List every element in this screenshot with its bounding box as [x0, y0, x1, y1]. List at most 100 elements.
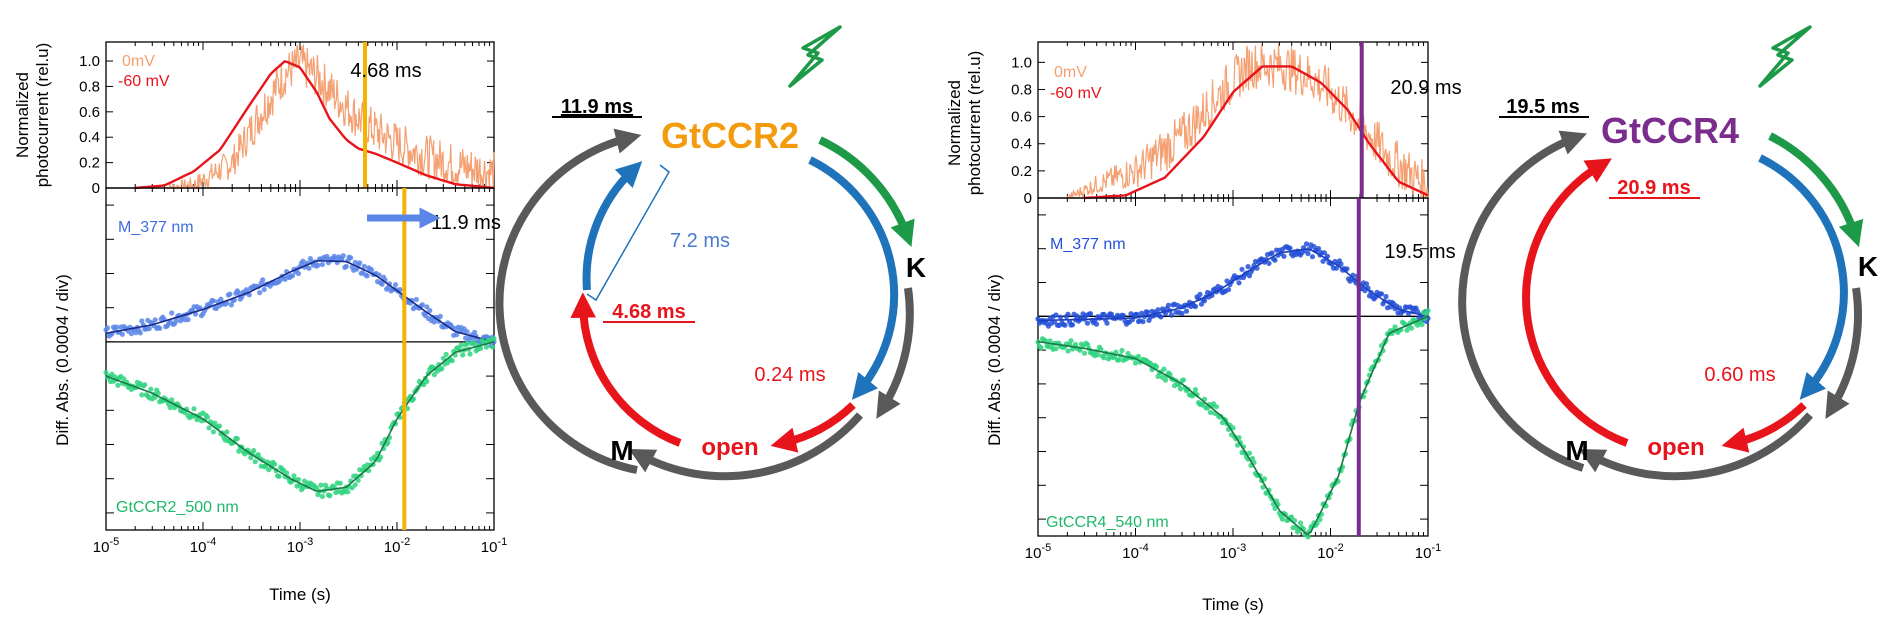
data-point: [449, 358, 455, 364]
data-point: [251, 448, 257, 454]
data-point: [167, 405, 173, 411]
state-m: M: [610, 435, 633, 466]
series-line: [135, 59, 495, 190]
green-arrow: [818, 136, 915, 248]
data-point: [1287, 245, 1293, 251]
data-point: [355, 477, 361, 483]
data-point: [206, 425, 212, 431]
legend-0mv: 0mV: [122, 53, 155, 70]
data-point: [1315, 245, 1322, 252]
panel-gtccr4-plots: 0 0.2 0.4 0.6 0.8 1.0 Normalized photocurrent…: [945, 41, 1462, 614]
x-tick-label: 10-2: [1317, 542, 1343, 562]
data-point: [155, 390, 161, 396]
x-tick-label: 10-5: [1025, 542, 1051, 562]
data-point: [1077, 347, 1083, 353]
data-point: [146, 325, 152, 332]
data-point: [1140, 319, 1146, 325]
data-point: [1272, 257, 1278, 263]
open-time-label-4: 0.60 ms: [1704, 364, 1775, 386]
data-point: [1183, 308, 1190, 314]
data-point: [276, 473, 282, 479]
data-point: [369, 267, 375, 273]
data-point: [419, 302, 425, 308]
y-axis-label-line1: Normalized: [13, 72, 32, 158]
data-point: [340, 253, 346, 259]
data-point: [1192, 303, 1199, 310]
data-point: [472, 341, 478, 347]
x-tick-label: 10-3: [287, 536, 313, 556]
data-point: [228, 302, 234, 308]
y-tick-label: 0.8: [79, 78, 100, 95]
data-point: [1101, 311, 1107, 317]
data-point: [464, 340, 470, 346]
data-point: [454, 332, 460, 338]
data-point: [1281, 253, 1287, 259]
data-point: [1153, 364, 1160, 370]
data-point: [1297, 520, 1304, 526]
data-point: [152, 317, 158, 323]
data-point: [478, 345, 484, 351]
data-point: [137, 330, 143, 336]
data-point: [224, 429, 230, 435]
bracket-blue: [586, 164, 670, 302]
data-point: [1321, 250, 1328, 256]
state-m-4: M: [1565, 435, 1588, 466]
fit-line: [105, 259, 495, 343]
data-point: [173, 318, 179, 324]
y-axis-label-line1-4: Normalized: [945, 80, 964, 166]
photocurrent-plot-frame-4: [1037, 41, 1429, 199]
open-time-label: 0.24 ms: [754, 364, 825, 386]
data-point: [104, 325, 111, 331]
data-point: [1392, 324, 1398, 330]
data-point: [440, 355, 446, 361]
data-point: [343, 263, 349, 269]
x-tick-label: 10-4: [190, 536, 216, 556]
flash-icon: [788, 25, 842, 88]
data-point: [1419, 322, 1425, 328]
data-point: [1119, 347, 1125, 354]
data-point: [169, 397, 175, 403]
data-point: [139, 392, 145, 398]
y-tick-label: 1.0: [79, 53, 100, 70]
data-point: [1084, 342, 1091, 348]
data-point: [148, 386, 154, 392]
data-point: [1279, 516, 1286, 522]
marker-label-19-5: 19.5 ms: [1384, 241, 1455, 263]
data-point: [272, 461, 278, 467]
data-point: [464, 329, 470, 335]
data-point: [1249, 455, 1256, 462]
data-point: [1404, 327, 1410, 333]
series-line: [164, 44, 495, 191]
blue-arrow-4: [1758, 154, 1848, 400]
data-point: [460, 352, 466, 358]
data-point: [1084, 320, 1091, 326]
data-point: [191, 406, 197, 412]
data-point: [1225, 287, 1232, 293]
data-point: [431, 319, 437, 325]
data-point: [1095, 352, 1101, 358]
data-point: [1311, 244, 1317, 250]
data-point: [443, 351, 449, 357]
data-point: [284, 470, 290, 476]
data-point: [1065, 311, 1071, 317]
inner-red-time-label: 4.68 ms: [612, 301, 685, 323]
state-open: open: [701, 434, 758, 461]
data-point: [352, 482, 358, 488]
y-tick-label: 0.2: [79, 155, 100, 172]
absorbance-plot-gtccr4: [1035, 198, 1431, 540]
data-point: [1344, 266, 1350, 272]
data-point: [1132, 360, 1139, 366]
data-point: [1272, 505, 1278, 511]
x-tick-label: 10-1: [1415, 542, 1441, 562]
data-point: [234, 436, 240, 442]
data-point: [1053, 312, 1059, 318]
data-point: [1069, 322, 1076, 328]
inner-red-time-label-4: 20.9 ms: [1617, 177, 1690, 199]
protein-title-4: GtCCR4: [1601, 110, 1739, 151]
y-axis-label-absorbance-4: Diff. Abs. (0.0004 / div): [985, 274, 1004, 446]
data-point: [216, 423, 222, 429]
inner-blue-time-label: 7.2 ms: [670, 230, 730, 252]
data-point: [257, 290, 263, 296]
data-point: [1135, 353, 1142, 359]
data-point: [1053, 346, 1059, 352]
